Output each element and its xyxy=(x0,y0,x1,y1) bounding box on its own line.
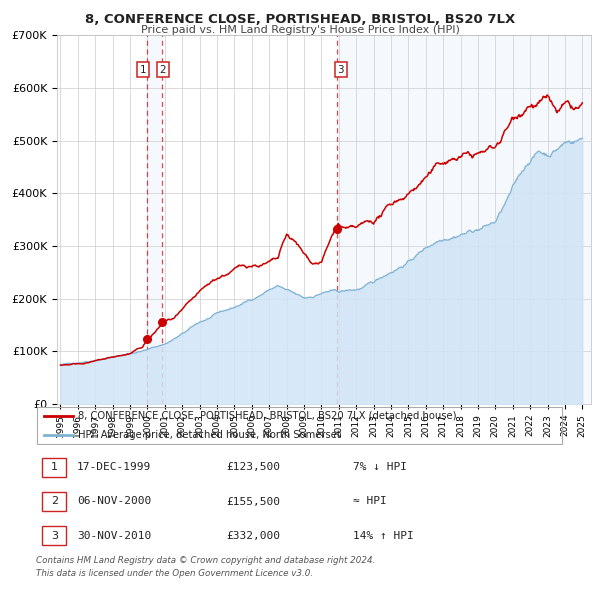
Bar xyxy=(43,492,66,511)
Text: 3: 3 xyxy=(338,65,344,75)
Text: 7% ↓ HPI: 7% ↓ HPI xyxy=(353,463,407,472)
Text: 30-NOV-2010: 30-NOV-2010 xyxy=(77,531,151,540)
Bar xyxy=(147,35,162,404)
Text: Price paid vs. HM Land Registry's House Price Index (HPI): Price paid vs. HM Land Registry's House … xyxy=(140,25,460,35)
Text: ≈ HPI: ≈ HPI xyxy=(353,497,386,506)
Text: £155,500: £155,500 xyxy=(226,497,280,506)
Text: 2: 2 xyxy=(50,497,58,506)
Text: £332,000: £332,000 xyxy=(226,531,280,540)
Text: 1: 1 xyxy=(140,65,146,75)
Text: 8, CONFERENCE CLOSE, PORTISHEAD, BRISTOL, BS20 7LX: 8, CONFERENCE CLOSE, PORTISHEAD, BRISTOL… xyxy=(85,13,515,26)
Text: 14% ↑ HPI: 14% ↑ HPI xyxy=(353,531,413,540)
Text: 3: 3 xyxy=(51,531,58,540)
Text: 2: 2 xyxy=(160,65,166,75)
Text: HPI: Average price, detached house, North Somerset: HPI: Average price, detached house, Nort… xyxy=(78,430,341,440)
Text: This data is licensed under the Open Government Licence v3.0.: This data is licensed under the Open Gov… xyxy=(36,569,313,578)
Bar xyxy=(43,458,66,477)
Text: Contains HM Land Registry data © Crown copyright and database right 2024.: Contains HM Land Registry data © Crown c… xyxy=(36,556,376,565)
Bar xyxy=(337,35,591,404)
Bar xyxy=(43,526,66,545)
Text: £123,500: £123,500 xyxy=(226,463,280,472)
Text: 17-DEC-1999: 17-DEC-1999 xyxy=(77,463,151,472)
Text: 1: 1 xyxy=(51,463,58,472)
Text: 06-NOV-2000: 06-NOV-2000 xyxy=(77,497,151,506)
Text: 8, CONFERENCE CLOSE, PORTISHEAD, BRISTOL, BS20 7LX (detached house): 8, CONFERENCE CLOSE, PORTISHEAD, BRISTOL… xyxy=(78,411,457,421)
